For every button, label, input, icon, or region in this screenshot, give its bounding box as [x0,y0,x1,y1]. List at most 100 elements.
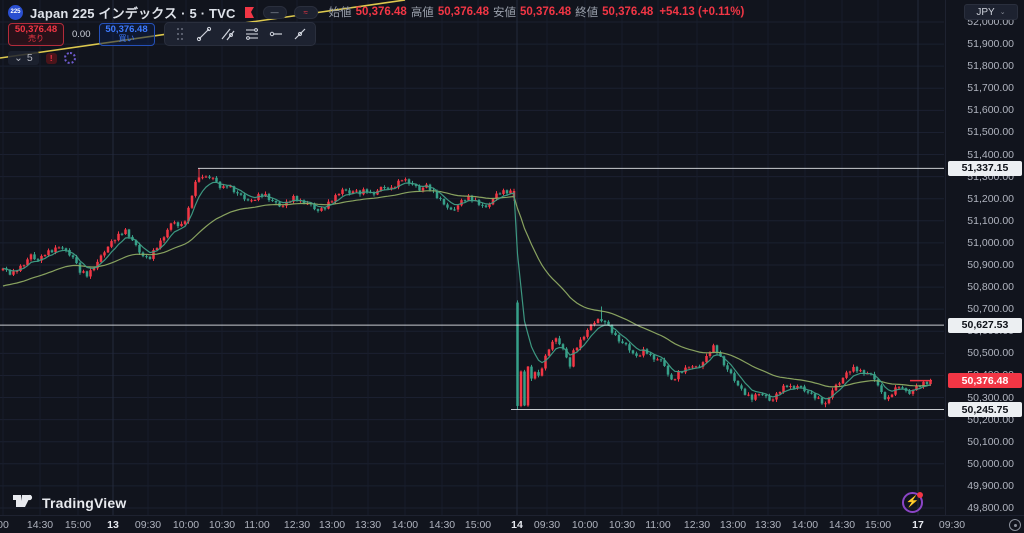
tradingview-logo-icon [13,494,33,507]
price-tick: 50,700.00 [967,303,1014,316]
price-tick: 49,800.00 [967,501,1014,514]
chevron-down-icon: ⌄ [14,52,23,64]
trade-panel: 50,376.48 売り 0.00 50,376.48 買い [8,22,316,46]
currency-selector[interactable]: JPY ⌄ [964,4,1018,20]
price-tick: 50,100.00 [967,435,1014,448]
high-label: 高値 [410,7,434,19]
close-value: 50,376.48 [602,6,654,18]
symbol-header: 225 Japan 225 インデックス · 5 · TVC — ≈ 始値 50… [8,3,744,21]
time-tick: 14:30 [26,519,54,531]
open-label: 始値 [328,7,352,19]
time-tick: 13 [107,519,119,531]
price-tick: 51,000.00 [967,236,1014,249]
time-tick: 17 [912,519,924,531]
time-tick: 09:30 [938,519,966,531]
sell-button[interactable]: 50,376.48 売り [8,22,64,46]
time-tick: 14:30 [428,519,456,531]
low-label: 安値 [492,7,516,19]
price-tick: 51,200.00 [967,192,1014,205]
sell-label: 売り [28,34,44,44]
time-tick: 00 [0,519,9,531]
legend-row: ⌄ 5 ! [8,50,76,66]
time-axis[interactable]: 00 14:30 15:00 13 09:30 10:00 10:30 11:00 12:30 1… [0,515,1024,533]
price-line-tag: 50,245.75 [948,402,1022,417]
last-price-tag: 50,376.48 [948,373,1022,389]
time-tick: 10:00 [571,519,599,531]
price-tick: 50,900.00 [967,258,1014,271]
ray-line-icon[interactable] [289,24,311,44]
buy-label: 買い [118,34,135,44]
buy-button[interactable]: 50,376.48 買い [98,22,155,46]
time-tick: 13:00 [318,519,346,531]
price-tick: 51,100.00 [967,214,1014,227]
high-value: 50,376.48 [437,6,489,18]
trend-line-icon[interactable] [193,24,215,44]
price-tick: 51,700.00 [967,82,1014,95]
change-value: +54.13 (+0.11%) [659,6,745,18]
price-tick: 51,400.00 [967,148,1014,161]
chevron-down-icon: ⌄ [999,9,1006,16]
time-tick: 14:00 [791,519,819,531]
time-tick: 14 [511,519,523,531]
drag-handle-icon[interactable] [169,24,191,44]
parallel-lines-icon[interactable] [217,24,239,44]
price-tick: 49,900.00 [967,479,1014,492]
price-tick: 51,900.00 [967,38,1014,51]
time-axis-settings-icon[interactable] [1009,519,1021,531]
spread-value: 0.00 [72,28,91,40]
time-tick: 12:30 [283,519,311,531]
candles [1,168,932,410]
time-tick: 15:00 [864,519,892,531]
market-status-button[interactable]: ⚡ [902,492,923,513]
buy-price: 50,376.48 [105,23,148,35]
price-tick: 50,800.00 [967,281,1014,294]
hide-indicator-pill[interactable]: — [262,5,287,19]
watermark-label: TradingView [42,495,127,511]
time-tick: 10:30 [608,519,636,531]
legend-interval-toggle[interactable]: ⌄ 5 [8,51,39,65]
wave-indicator-pill[interactable]: ≈ [293,5,318,19]
horizontal-levels-icon[interactable] [241,24,263,44]
time-tick: 13:00 [719,519,747,531]
interval-value: 5 [26,52,33,64]
indicator-loading-icon[interactable] [63,52,76,64]
time-tick: 14:00 [391,519,419,531]
time-tick: 09:30 [533,519,561,531]
alert-dot [917,492,923,498]
currency-label: JPY [976,6,995,18]
open-value: 50,376.48 [355,6,407,18]
time-tick: 15:00 [64,519,92,531]
price-line-tag: 51,337.15 [948,160,1022,176]
price-tick: 50,500.00 [967,347,1014,360]
close-label: 終値 [575,7,599,19]
time-tick: 15:00 [464,519,492,531]
price-line-tag: 50,627.53 [948,317,1022,333]
time-tick: 10:00 [172,519,200,531]
symbol-logo: 225 [8,4,23,20]
sell-price: 50,376.48 [14,23,58,35]
time-tick: 10:30 [208,519,236,531]
indicator-error-icon[interactable]: ! [45,52,57,64]
price-tick: 50,300.00 [967,391,1014,404]
horizontal-ray-icon[interactable] [265,24,287,44]
price-tick: 50,000.00 [967,457,1014,470]
price-tick: 51,800.00 [967,60,1014,73]
time-tick: 09:30 [134,519,162,531]
ohlc-readout: 始値 50,376.48 高値 50,376.48 安値 50,376.48 終… [329,4,745,20]
drawing-toolbar [163,22,316,46]
symbol-title[interactable]: Japan 225 インデックス · 5 · TVC [30,5,236,21]
time-tick: 13:30 [754,519,782,531]
chart-canvas[interactable] [0,0,946,515]
price-axis[interactable]: 52,000.00 51,900.00 51,800.00 51,700.00 51,6… [945,0,1024,515]
time-tick: 11:00 [244,519,270,531]
time-tick: 14:30 [828,519,856,531]
price-tick: 51,600.00 [967,104,1014,117]
low-value: 50,376.48 [519,6,572,18]
time-tick: 11:00 [645,519,671,531]
time-tick: 12:30 [683,519,711,531]
time-tick: 13:30 [354,519,382,531]
venue-flag-icon [244,6,254,18]
price-tick: 51,500.00 [967,126,1014,139]
tradingview-watermark[interactable]: TradingView [13,493,126,513]
